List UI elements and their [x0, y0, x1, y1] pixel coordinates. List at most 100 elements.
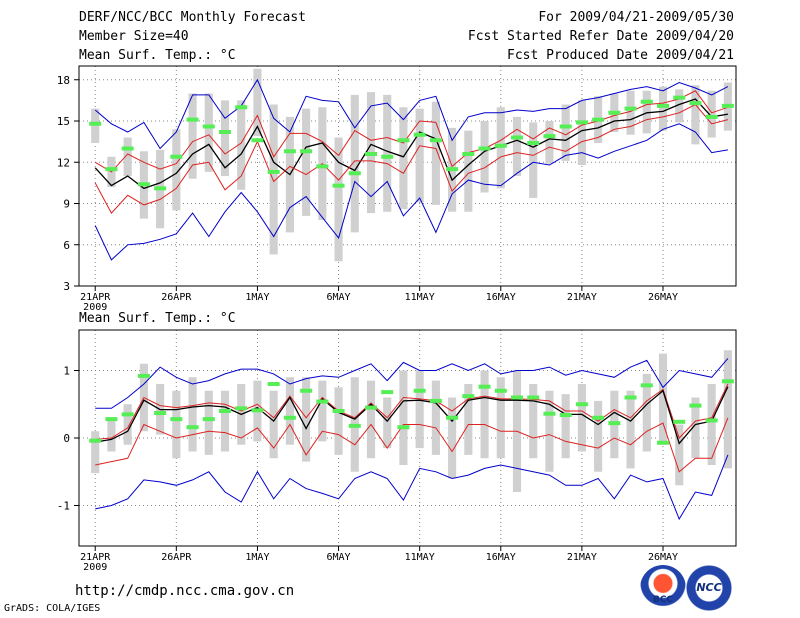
- x-tick-label: 1MAY: [245, 552, 269, 563]
- observed-marker: [121, 146, 134, 151]
- series-line-upper: [95, 383, 729, 440]
- observed-marker: [154, 411, 167, 416]
- observed-marker: [511, 135, 523, 140]
- observed-marker: [219, 130, 231, 134]
- observed-marker: [186, 425, 199, 430]
- observed-marker: [219, 409, 231, 413]
- x-tick-label: 16MAY: [486, 292, 516, 303]
- observed-marker: [657, 440, 669, 445]
- spread-box: [658, 86, 668, 131]
- spread-box: [123, 404, 132, 445]
- spread-box: [431, 380, 440, 455]
- series-line-mean: [95, 386, 729, 445]
- y-tick-label: 18: [57, 74, 70, 87]
- chart-title: DERF/NCC/BCC Monthly Forecast: [79, 10, 306, 25]
- observed-marker: [543, 134, 556, 139]
- spread-box: [318, 380, 327, 442]
- observed-marker: [202, 417, 215, 422]
- observed-marker: [300, 388, 313, 393]
- spread-box: [561, 394, 570, 459]
- spread-box: [431, 101, 440, 205]
- series-line-lower: [95, 417, 729, 473]
- y-tick-label: 15: [57, 115, 70, 128]
- ncc-logo: NCC: [686, 565, 732, 611]
- forecast-period: For 2009/04/21-2009/05/30: [538, 10, 734, 25]
- observed-marker: [608, 110, 621, 115]
- observed-marker: [413, 388, 426, 393]
- observed-marker: [332, 409, 345, 413]
- spread-box: [123, 137, 132, 176]
- spread-box: [334, 137, 343, 262]
- observed-marker: [527, 141, 540, 145]
- spread-box: [448, 397, 457, 479]
- observed-marker: [624, 106, 637, 111]
- x-tick-label: 1MAY: [245, 292, 269, 303]
- spread-box: [269, 390, 278, 459]
- series-line-mean: [94, 98, 729, 190]
- observed-marker: [429, 138, 442, 143]
- spread-box: [707, 90, 716, 138]
- observed-marker: [381, 390, 394, 395]
- y-tick-label: 0: [63, 432, 70, 445]
- spread-box: [480, 121, 489, 193]
- observed-marker: [511, 395, 523, 400]
- observed-marker: [348, 171, 361, 176]
- observed-marker: [673, 95, 686, 100]
- spread-box: [415, 108, 424, 203]
- observed-marker: [446, 167, 459, 172]
- y-tick-label: 3: [63, 280, 70, 293]
- observed-marker: [283, 149, 296, 154]
- spread-box: [237, 100, 246, 190]
- spread-box: [269, 104, 278, 255]
- spread-box: [545, 390, 554, 472]
- spread-box: [642, 90, 651, 134]
- observed-marker: [705, 418, 718, 423]
- observed-marker: [348, 423, 361, 428]
- spread-box: [204, 93, 213, 172]
- spread-box: [464, 130, 473, 212]
- observed-marker: [186, 117, 199, 122]
- spread-box: [658, 353, 668, 445]
- spread-box: [253, 68, 262, 137]
- observed-marker: [689, 403, 702, 408]
- x-tick-label: 16MAY: [486, 552, 516, 563]
- spread-box: [723, 350, 732, 469]
- spread-box: [626, 390, 635, 469]
- spread-box: [91, 431, 100, 474]
- spread-box: [691, 85, 700, 145]
- member-size: Member Size=40: [79, 29, 189, 44]
- observed-marker: [154, 186, 167, 191]
- spread-box: [642, 373, 651, 452]
- spread-box: [366, 380, 376, 459]
- spread-box: [675, 424, 684, 486]
- series-line-upper: [94, 90, 729, 173]
- observed-marker: [89, 438, 102, 443]
- produced-date: Fcst Produced Date 2009/04/21: [507, 48, 734, 63]
- x-tick-label: 26APR: [161, 552, 192, 563]
- spread-box: [415, 370, 424, 449]
- observed-marker: [300, 149, 313, 154]
- y-tick-label: 12: [57, 156, 70, 169]
- spread-box: [204, 390, 213, 455]
- spread-box: [188, 93, 197, 179]
- observed-marker: [592, 415, 605, 420]
- y-tick-label: 1: [63, 365, 70, 378]
- observed-marker: [267, 382, 280, 386]
- observed-marker: [137, 373, 150, 378]
- spread-box: [399, 107, 408, 209]
- x-tick-label: 6MAY: [327, 552, 351, 563]
- observed-marker: [170, 417, 183, 422]
- spread-box: [577, 384, 586, 452]
- observed-marker: [251, 138, 264, 143]
- observed-marker: [689, 101, 702, 106]
- observed-marker: [721, 103, 734, 108]
- observed-marker: [413, 132, 426, 137]
- observed-marker: [137, 182, 150, 187]
- source-url[interactable]: http://cmdp.ncc.cma.gov.cn: [75, 583, 295, 599]
- observed-marker: [251, 408, 264, 413]
- grads-credit: GrADS: COLA/IGES: [4, 603, 101, 614]
- observed-marker: [575, 402, 588, 407]
- variable-label: Mean Surf. Temp.: °C: [79, 48, 236, 63]
- bcc-logo-text: BCC: [652, 595, 674, 605]
- observed-marker: [657, 103, 669, 108]
